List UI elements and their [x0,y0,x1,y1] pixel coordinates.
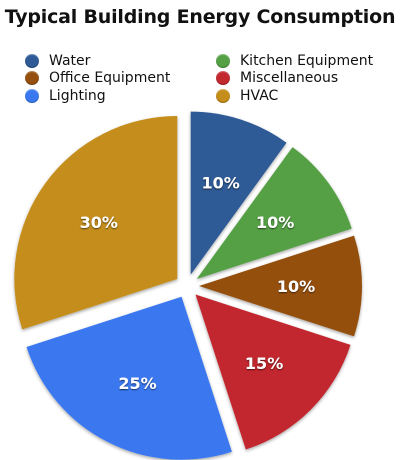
legend-label-lighting: Lighting [49,88,106,104]
slice-label-office-equipment: 10% [277,277,315,296]
legend-item-water: Water [25,52,90,70]
pie-slice-water [190,111,287,275]
legend-swatch-hvac [216,89,230,103]
legend-swatch-water [25,54,39,68]
slice-label-kitchen-equipment: 10% [256,213,294,232]
legend-label-hvac: HVAC [240,88,279,104]
slice-label-water: 10% [202,173,240,192]
legend-swatch-miscellaneous [216,71,230,85]
legend-item-hvac: HVAC [216,87,278,105]
legend-label-miscellaneous: Miscellaneous [240,70,339,86]
slice-label-miscellaneous: 15% [245,354,283,373]
pie-slice-hvac [14,115,178,330]
legend-swatch-kitchen-equipment [216,54,230,68]
legend-label-kitchen-equipment: Kitchen Equipment [240,53,374,69]
pie-slice-kitchen-equipment [196,147,352,279]
legend-swatch-office-equipment [25,71,39,85]
legend-label-water: Water [49,53,91,69]
legend-item-miscellaneous: Miscellaneous [216,69,338,87]
pie-slice-office-equipment [199,235,362,337]
chart-title: Typical Building Energy Consumption [4,6,396,28]
pie-slice-lighting [26,296,232,460]
legend-item-kitchen-equipment: Kitchen Equipment [216,52,373,70]
legend-label-office-equipment: Office Equipment [49,70,171,86]
slice-label-lighting: 25% [118,374,156,393]
pie-slice-miscellaneous [195,294,351,450]
legend-swatch-lighting [25,89,39,103]
legend-item-lighting: Lighting [25,87,106,105]
legend-item-office-equipment: Office Equipment [25,69,170,87]
slice-label-hvac: 30% [80,213,118,232]
